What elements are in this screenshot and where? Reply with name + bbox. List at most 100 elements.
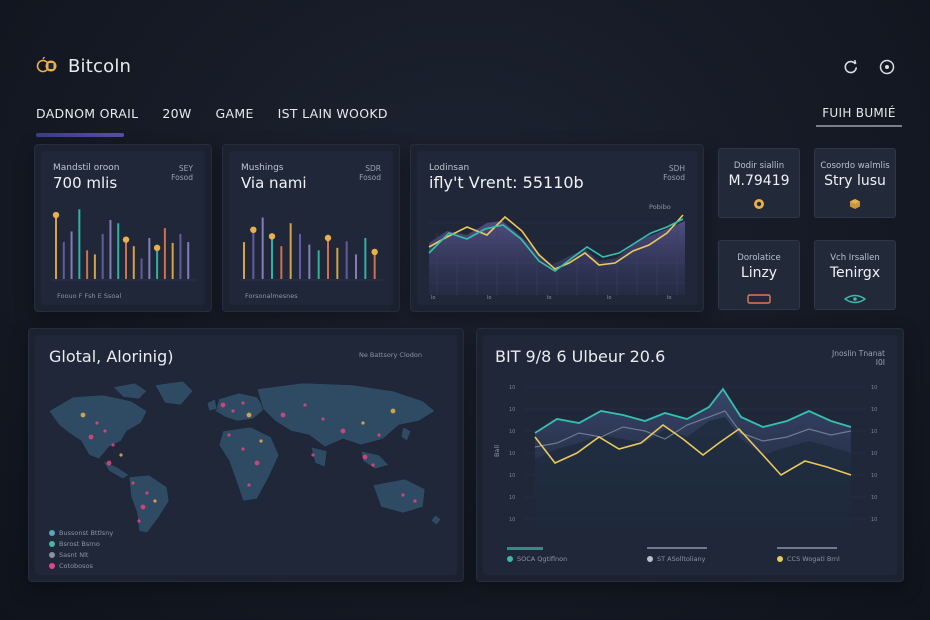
map-hotspot	[80, 412, 86, 418]
eye-icon	[843, 289, 867, 308]
brand[interactable]: Bitcoln	[36, 54, 131, 78]
map-hotspot	[246, 412, 252, 418]
bar	[70, 231, 73, 279]
bar	[132, 246, 135, 279]
bar	[261, 217, 264, 279]
map-hotspot	[280, 412, 286, 418]
area-panel: BIT 9/8 6 Ulbeur 20.6 Jnoslin Tnanat I0I …	[476, 328, 904, 582]
map-hotspot	[241, 447, 245, 451]
bar	[289, 223, 292, 279]
stat-3-label: Dorolatice	[737, 253, 781, 263]
map-hotspot	[227, 433, 231, 437]
tab-20w[interactable]: 20W	[162, 106, 192, 121]
map-legend-item: Bussonst Bttlsny	[49, 529, 113, 537]
map-hotspot	[361, 421, 365, 425]
svg-text:lo: lo	[667, 295, 671, 299]
svg-text:10: 10	[871, 473, 877, 479]
stat-card-1[interactable]: Dodir siallin M.79419	[718, 148, 800, 218]
line-tag: SDH Fosod	[663, 164, 685, 182]
map-legend: Bussonst Bttlsny Bsrost Bsrno Sasnt Nlt …	[49, 529, 113, 570]
bar	[308, 244, 311, 279]
bar	[117, 223, 120, 279]
stat-4-value: Tenirgx	[829, 265, 881, 281]
svg-text:10: 10	[509, 385, 515, 391]
bar	[101, 233, 104, 279]
refresh-icon[interactable]	[842, 58, 860, 76]
bar	[179, 233, 182, 279]
bar	[55, 215, 57, 279]
svg-text:10: 10	[871, 385, 877, 391]
main-tabs: DADNOM ORAIL 20W GAME IST LAIN WOOKD	[36, 106, 412, 137]
map-hotspot	[247, 483, 251, 487]
map-hotspot	[321, 417, 325, 421]
stat-card-4[interactable]: Vch Irsallen Tenirgx	[814, 240, 896, 310]
line-tag-secondary: Pobibo	[649, 203, 671, 211]
area-legend-item: ST ASolltoliany	[647, 555, 705, 563]
bar	[93, 254, 96, 279]
svg-text:10: 10	[871, 407, 877, 413]
svg-text:10: 10	[871, 451, 877, 457]
bars-b-tag: SDR Fosod	[359, 164, 381, 182]
bitcoin-logo-icon	[36, 56, 64, 76]
bars-panel-b: Mushings Via nami SDR Fosod Forsonalmesne…	[222, 144, 400, 312]
stat-2-label: Cosordo walmlis	[820, 161, 890, 171]
bar	[364, 238, 367, 279]
map-hotspot	[140, 504, 146, 510]
map-hotspot	[103, 429, 107, 433]
stat-card-2[interactable]: Cosordo walmlis Stry lusu	[814, 148, 896, 218]
tab-game[interactable]: GAME	[215, 106, 254, 121]
line-value: ifly't Vrent: 55110b	[429, 173, 584, 192]
card-icon	[747, 289, 771, 308]
area-chart: 10 10 10 10 10 10 10 10 10 10 10 10 10 10	[509, 385, 877, 527]
map-hotspot	[254, 460, 260, 466]
map-hotspot	[106, 460, 112, 466]
bar-marker	[250, 226, 257, 233]
svg-text:10: 10	[509, 473, 515, 479]
cube-icon	[849, 195, 861, 214]
bars-a-footer: Foouo F Fsh E Ssoal	[57, 292, 122, 300]
bar	[86, 250, 89, 279]
settings-icon[interactable]	[878, 58, 896, 76]
svg-text:lo: lo	[431, 295, 435, 299]
area-legend-item: SOCA Qgtiflnon	[507, 555, 567, 563]
bars-b-footer: Forsonalmesnes	[245, 292, 298, 300]
bar	[187, 242, 190, 279]
map-hotspot	[390, 408, 396, 414]
area-title: BIT 9/8 6 Ulbeur 20.6	[495, 347, 666, 366]
bar	[156, 247, 159, 279]
bar-marker	[153, 244, 161, 252]
bar-marker	[52, 211, 60, 219]
svg-text:10: 10	[871, 517, 877, 523]
map-hotspot	[401, 493, 405, 497]
area-y-label: Ball	[493, 444, 502, 458]
world-map	[48, 380, 442, 534]
tab-dadnom-orail[interactable]: DADNOM ORAIL	[36, 106, 138, 137]
bar	[271, 236, 273, 279]
bars-b-label: Mushings	[241, 163, 284, 173]
tab-ist-lain-wookd[interactable]: IST LAIN WOOKD	[277, 106, 388, 121]
bars-a-chart	[51, 209, 197, 281]
bar	[336, 247, 339, 279]
map-tag: Ne Battsory Clodon	[359, 351, 422, 359]
map-title: Glotal, Alorinig)	[49, 347, 174, 366]
svg-text:lo: lo	[547, 295, 551, 299]
svg-text:10: 10	[509, 495, 515, 501]
bars-a-value: 700 mlis	[53, 174, 118, 192]
svg-text:10: 10	[509, 407, 515, 413]
stat-card-3[interactable]: Dorolatice Linzy	[718, 240, 800, 310]
bars-panel-a: Mandstil oroon 700 mlis SEY Fosod Foouo F…	[34, 144, 212, 312]
bar-marker	[268, 233, 276, 240]
map-hotspot	[231, 409, 235, 413]
map-hotspot	[119, 453, 123, 457]
brand-name: Bitcoln	[68, 55, 132, 77]
area-legend-item: CCS Wogatl Brnl	[777, 555, 840, 563]
map-hotspot	[88, 434, 94, 440]
bar	[243, 242, 245, 279]
cta-button[interactable]: FUIH BUMIÉ	[816, 99, 902, 127]
stat-1-value: M.79419	[728, 173, 790, 189]
bars-a-label: Mandstil oroon	[53, 163, 120, 173]
bar	[280, 246, 283, 279]
bar	[125, 239, 127, 279]
map-hotspot	[131, 481, 135, 485]
svg-text:10: 10	[509, 517, 515, 523]
